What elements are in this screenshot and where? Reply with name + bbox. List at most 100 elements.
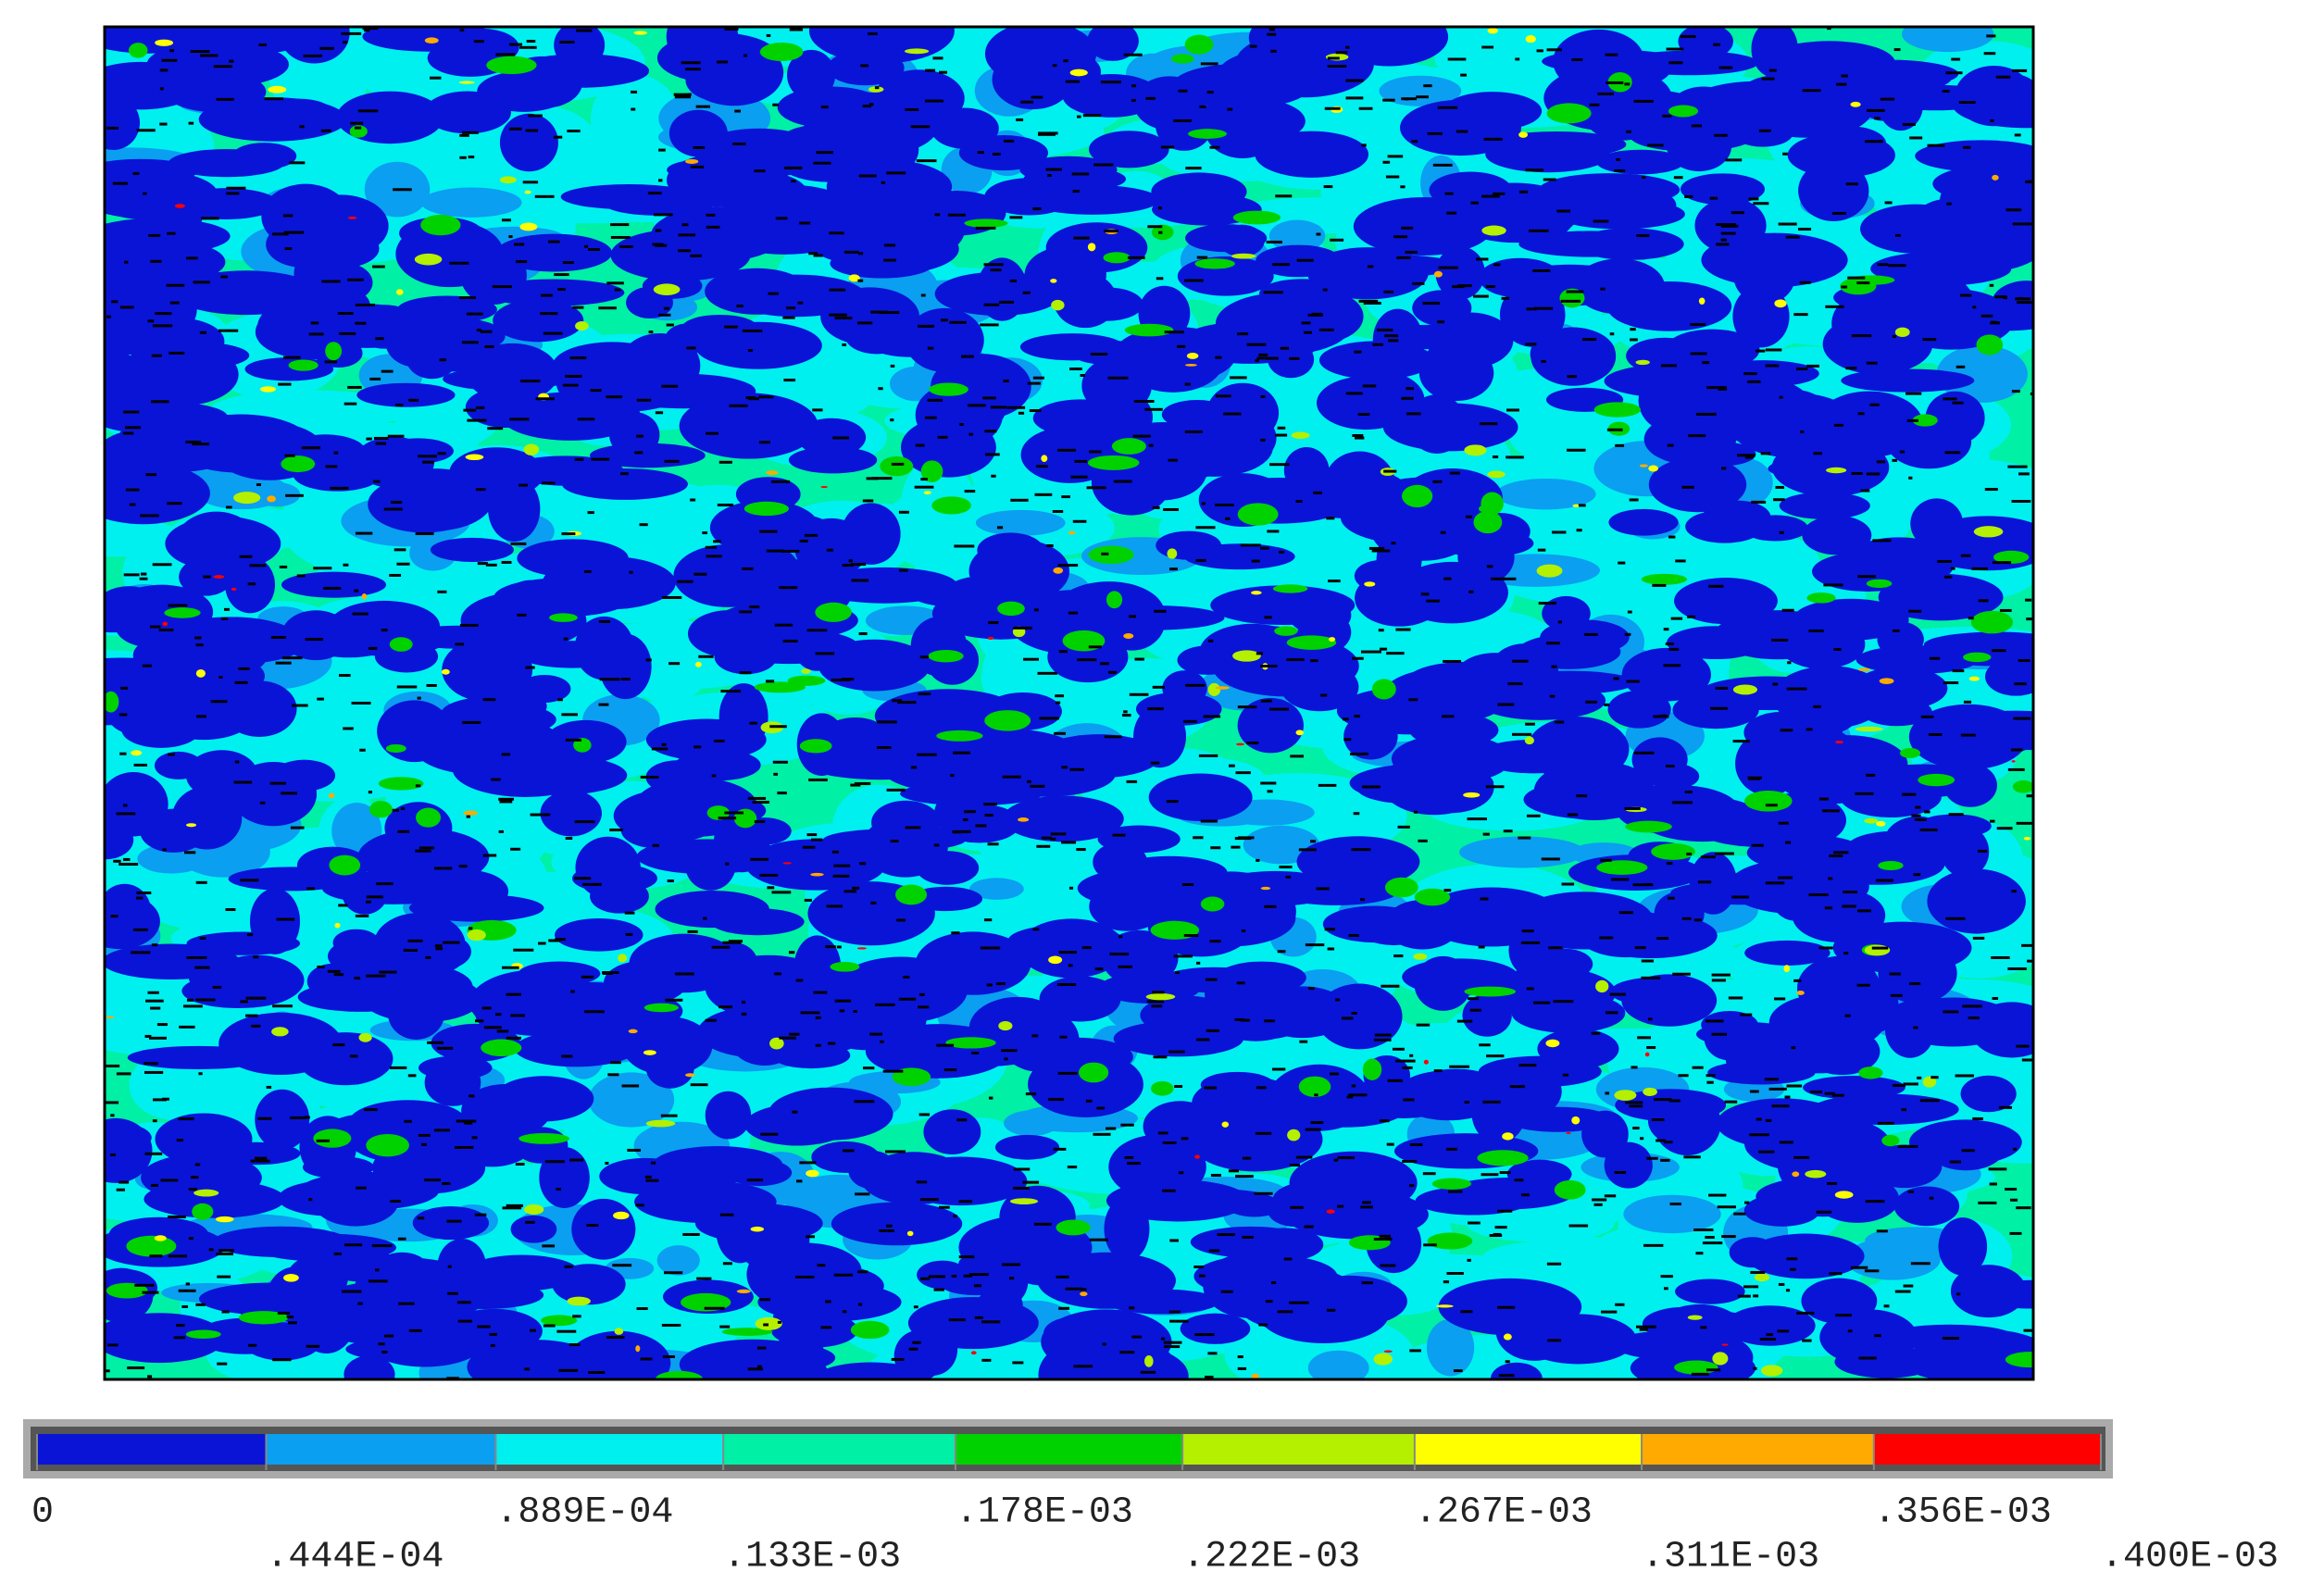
field-edge: [687, 929, 698, 933]
field-edge: [1960, 554, 1971, 557]
field-edge: [1749, 1133, 1769, 1137]
field-edge: [216, 97, 234, 101]
field-blob: [1668, 105, 1699, 118]
field-edge: [1743, 1285, 1759, 1289]
field-blob: [467, 929, 486, 942]
field-blob: [1638, 368, 1712, 433]
field-edge: [993, 153, 1001, 156]
field-blob: [1111, 438, 1146, 455]
field-edge: [1290, 1205, 1304, 1209]
colorbar-segment: [1414, 1434, 1643, 1465]
field-edge: [1818, 946, 1833, 950]
field-blob: [873, 69, 965, 128]
field-edge: [1059, 1035, 1068, 1039]
field-edge: [1166, 800, 1179, 804]
field-edge: [1053, 1147, 1067, 1151]
field-edge: [1618, 911, 1633, 915]
field-blob: [231, 587, 237, 592]
field-edge: [1012, 1361, 1024, 1365]
field-edge: [176, 1324, 185, 1328]
field-edge: [1786, 1084, 1803, 1088]
field-edge: [256, 483, 262, 487]
field-edge: [653, 213, 673, 217]
field-edge: [1113, 480, 1132, 483]
field-edge: [1412, 281, 1425, 285]
field-edge: [1903, 1082, 1918, 1086]
field-blob: [524, 1204, 544, 1215]
field-blob: [1260, 886, 1271, 891]
field-blob: [1002, 795, 1124, 842]
field-edge: [522, 181, 539, 184]
field-blob: [1639, 464, 1648, 468]
field-blob: [1291, 1275, 1407, 1328]
field-blob: [827, 50, 905, 86]
field-blob: [1796, 991, 1805, 995]
field-edge: [870, 310, 888, 314]
field-edge: [1033, 1222, 1052, 1226]
field-edge: [857, 1303, 863, 1306]
field-edge: [109, 1153, 116, 1156]
field-edge: [145, 999, 164, 1003]
field-edge: [350, 121, 364, 125]
field-edge: [678, 249, 692, 253]
colorbar-tick-label: .267E-03: [1415, 1492, 1593, 1534]
field-blob: [643, 1050, 656, 1055]
field-edge: [1061, 495, 1070, 499]
field-edge: [1068, 886, 1074, 890]
field-edge: [2013, 717, 2031, 720]
field-edge: [1193, 1265, 1205, 1268]
field-edge: [1501, 296, 1510, 300]
field-blob: [1236, 742, 1244, 746]
field-blob: [1435, 246, 1485, 300]
field-edge: [1716, 223, 1736, 227]
field-edge: [636, 1307, 648, 1311]
field-edge: [1379, 647, 1388, 651]
field-edge: [1662, 114, 1672, 118]
colorbar-tick-label: .311E-03: [1642, 1537, 1819, 1578]
field-blob: [1546, 103, 1592, 124]
field-blob: [1621, 647, 1711, 702]
field-edge: [808, 778, 828, 781]
field-edge: [1525, 722, 1535, 726]
field-edge: [953, 1215, 957, 1218]
field-edge: [918, 692, 931, 696]
field-blob: [1255, 131, 1369, 178]
field-edge: [442, 1182, 451, 1186]
field-edge: [1127, 256, 1145, 259]
field-blob: [171, 270, 320, 316]
field-edge: [226, 505, 232, 509]
field-edge: [1851, 334, 1872, 338]
field-edge: [354, 977, 361, 980]
field-blob: [273, 759, 336, 792]
field-edge: [1081, 1288, 1087, 1291]
field-edge: [149, 1254, 163, 1258]
field-edge: [857, 1270, 868, 1274]
field-edge: [1054, 731, 1067, 735]
field-edge: [296, 574, 306, 578]
field-edge: [561, 1054, 573, 1058]
field-edge: [562, 383, 579, 387]
field-blob: [1853, 667, 1948, 710]
field-edge: [1512, 659, 1529, 663]
field-edge: [1352, 656, 1364, 660]
field-blob: [1473, 510, 1503, 534]
field-edge: [381, 629, 388, 632]
field-edge: [806, 1235, 816, 1239]
field-blob: [928, 650, 964, 663]
field-edge: [1702, 361, 1710, 365]
field-edge: [1720, 231, 1736, 235]
field-blob: [1593, 402, 1641, 418]
field-edge: [264, 97, 283, 101]
field-edge: [995, 982, 1006, 986]
field-edge: [333, 1252, 342, 1255]
field-edge: [1129, 615, 1136, 618]
field-blob: [1687, 1315, 1703, 1320]
field-edge: [598, 703, 609, 706]
field-edge: [1362, 785, 1381, 789]
field-blob: [1792, 1171, 1800, 1178]
field-edge: [166, 283, 185, 287]
field-edge: [1068, 611, 1079, 615]
field-blob: [976, 257, 1028, 321]
field-edge: [396, 562, 410, 566]
